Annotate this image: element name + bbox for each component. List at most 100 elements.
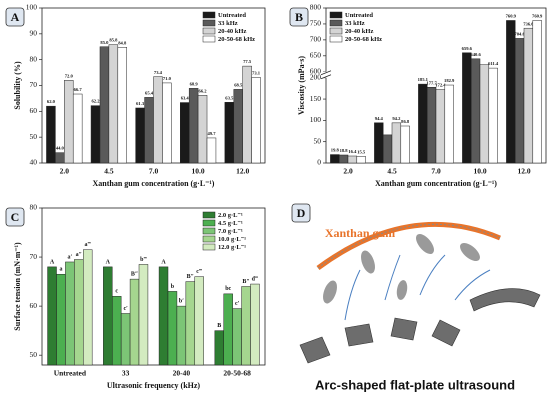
- bar: [72, 93, 83, 164]
- significance-letter: B: [217, 323, 221, 329]
- bar: [176, 305, 187, 366]
- xanthan-chain: [317, 223, 501, 269]
- significance-letter: c‴: [196, 269, 203, 275]
- bar: [135, 107, 145, 164]
- legend-label: Untreated: [345, 12, 373, 19]
- bar: [251, 77, 261, 164]
- value-label: 640.6: [470, 52, 481, 57]
- significance-letter: a″: [76, 252, 82, 258]
- bar: [506, 20, 516, 164]
- bar: [514, 38, 525, 164]
- bar: [400, 125, 410, 164]
- value-label: 185.1: [418, 77, 429, 82]
- value-label: 177.7: [426, 80, 437, 85]
- value-label: 760.9: [532, 14, 543, 19]
- bar: [418, 83, 428, 164]
- x-axis-label: Ultrasonic frequency (kHz): [107, 381, 201, 390]
- bar: [382, 134, 393, 164]
- value-label: 94.2: [392, 116, 401, 121]
- y-tick-label: 200: [310, 72, 322, 81]
- value-label: 72.0: [65, 73, 74, 78]
- legend-label: 33 kHz: [218, 20, 238, 27]
- legend-swatch: [329, 27, 343, 35]
- legend-swatch: [202, 243, 216, 251]
- legend-label: 7.0 g·L⁻¹: [218, 228, 243, 235]
- significance-letter: d‴: [252, 276, 259, 282]
- y-tick-label: 50: [30, 132, 38, 141]
- legend-label: Untreated: [218, 12, 246, 19]
- x-axis-label: Xanthan gum concentration (g·L⁻¹): [375, 179, 497, 188]
- value-label: 62.0: [47, 99, 56, 104]
- bar: [138, 264, 149, 366]
- value-label: 66.7: [74, 87, 83, 92]
- bar: [111, 296, 122, 366]
- legend-label: 2.0 g·L⁻¹: [218, 212, 243, 219]
- axis-break-mark: [320, 70, 332, 76]
- bar: [356, 156, 366, 164]
- plot-frame: [41, 207, 266, 366]
- legend-label: 12.0 g·L⁻¹: [218, 244, 246, 251]
- y-tick-label: 60: [30, 301, 38, 310]
- legend-label: 20-40 kHz: [218, 28, 246, 35]
- legend-label: 20-50-68 kHz: [345, 36, 382, 43]
- y-tick-label: 750: [310, 19, 322, 28]
- x-tick-label: Untreated: [54, 369, 87, 378]
- x-tick-label: 4.5: [104, 167, 114, 176]
- legend-swatch: [202, 227, 216, 235]
- significance-letter: B″: [187, 274, 194, 280]
- legend-label: 10.0 g·L⁻¹: [218, 236, 246, 243]
- bar: [444, 84, 454, 164]
- x-tick-label: 10.0: [192, 167, 205, 176]
- x-axis-label: Xanthan gum concentration (g·L⁻¹): [93, 179, 215, 188]
- y-tick-label: 80: [30, 203, 38, 212]
- significance-letter: b‴: [140, 257, 147, 263]
- significance-letter: a: [59, 267, 62, 273]
- bar: [338, 154, 349, 164]
- bar: [83, 249, 93, 366]
- value-label: 15.5: [357, 149, 366, 154]
- value-label: 73.4: [154, 70, 163, 75]
- significance-letter: B″: [242, 279, 249, 285]
- bar: [65, 261, 75, 366]
- bar: [224, 102, 235, 164]
- value-label: 68.5: [234, 82, 243, 87]
- x-tick-label: 7.0: [149, 167, 159, 176]
- value-label: 65.4: [145, 90, 154, 95]
- value-label: 68.9: [190, 81, 199, 86]
- bar: [214, 330, 224, 366]
- significance-letter: a‴: [85, 242, 92, 248]
- value-label: 62.2: [91, 99, 100, 104]
- bar: [426, 87, 437, 164]
- value-label: 736.6: [523, 21, 534, 26]
- axis-break-gap: [322, 71, 330, 78]
- bar: [479, 64, 490, 164]
- bar: [330, 154, 340, 164]
- y-tick-label: 0: [317, 158, 321, 167]
- significance-letter: bc: [225, 286, 231, 292]
- value-label: 659.6: [462, 46, 473, 51]
- bar: [233, 89, 243, 164]
- legend-swatch: [329, 35, 343, 43]
- bar: [347, 155, 358, 164]
- bar: [488, 67, 498, 164]
- value-label: 84.8: [118, 40, 127, 45]
- bar: [158, 266, 169, 366]
- y-axis-label: Surface tension (mN·m⁻¹): [13, 242, 22, 331]
- value-label: 71.0: [163, 76, 172, 81]
- significance-letter: c: [115, 289, 118, 295]
- legend-swatch: [329, 19, 343, 27]
- significance-letter: B″: [131, 272, 138, 278]
- bar: [74, 259, 84, 366]
- x-tick-label: 7.0: [431, 167, 441, 176]
- y-tick-label: 600: [310, 66, 322, 75]
- panel-letter: D: [297, 206, 306, 220]
- x-tick-label: 12.0: [517, 167, 530, 176]
- bar: [55, 152, 65, 164]
- panel-letter: C: [11, 210, 20, 224]
- bar: [241, 286, 251, 366]
- panel-badge: [5, 207, 25, 227]
- significance-letter: b: [171, 284, 175, 290]
- bar: [185, 281, 196, 366]
- panel-letter: B: [295, 10, 303, 24]
- x-tick-label: 10.0: [473, 167, 486, 176]
